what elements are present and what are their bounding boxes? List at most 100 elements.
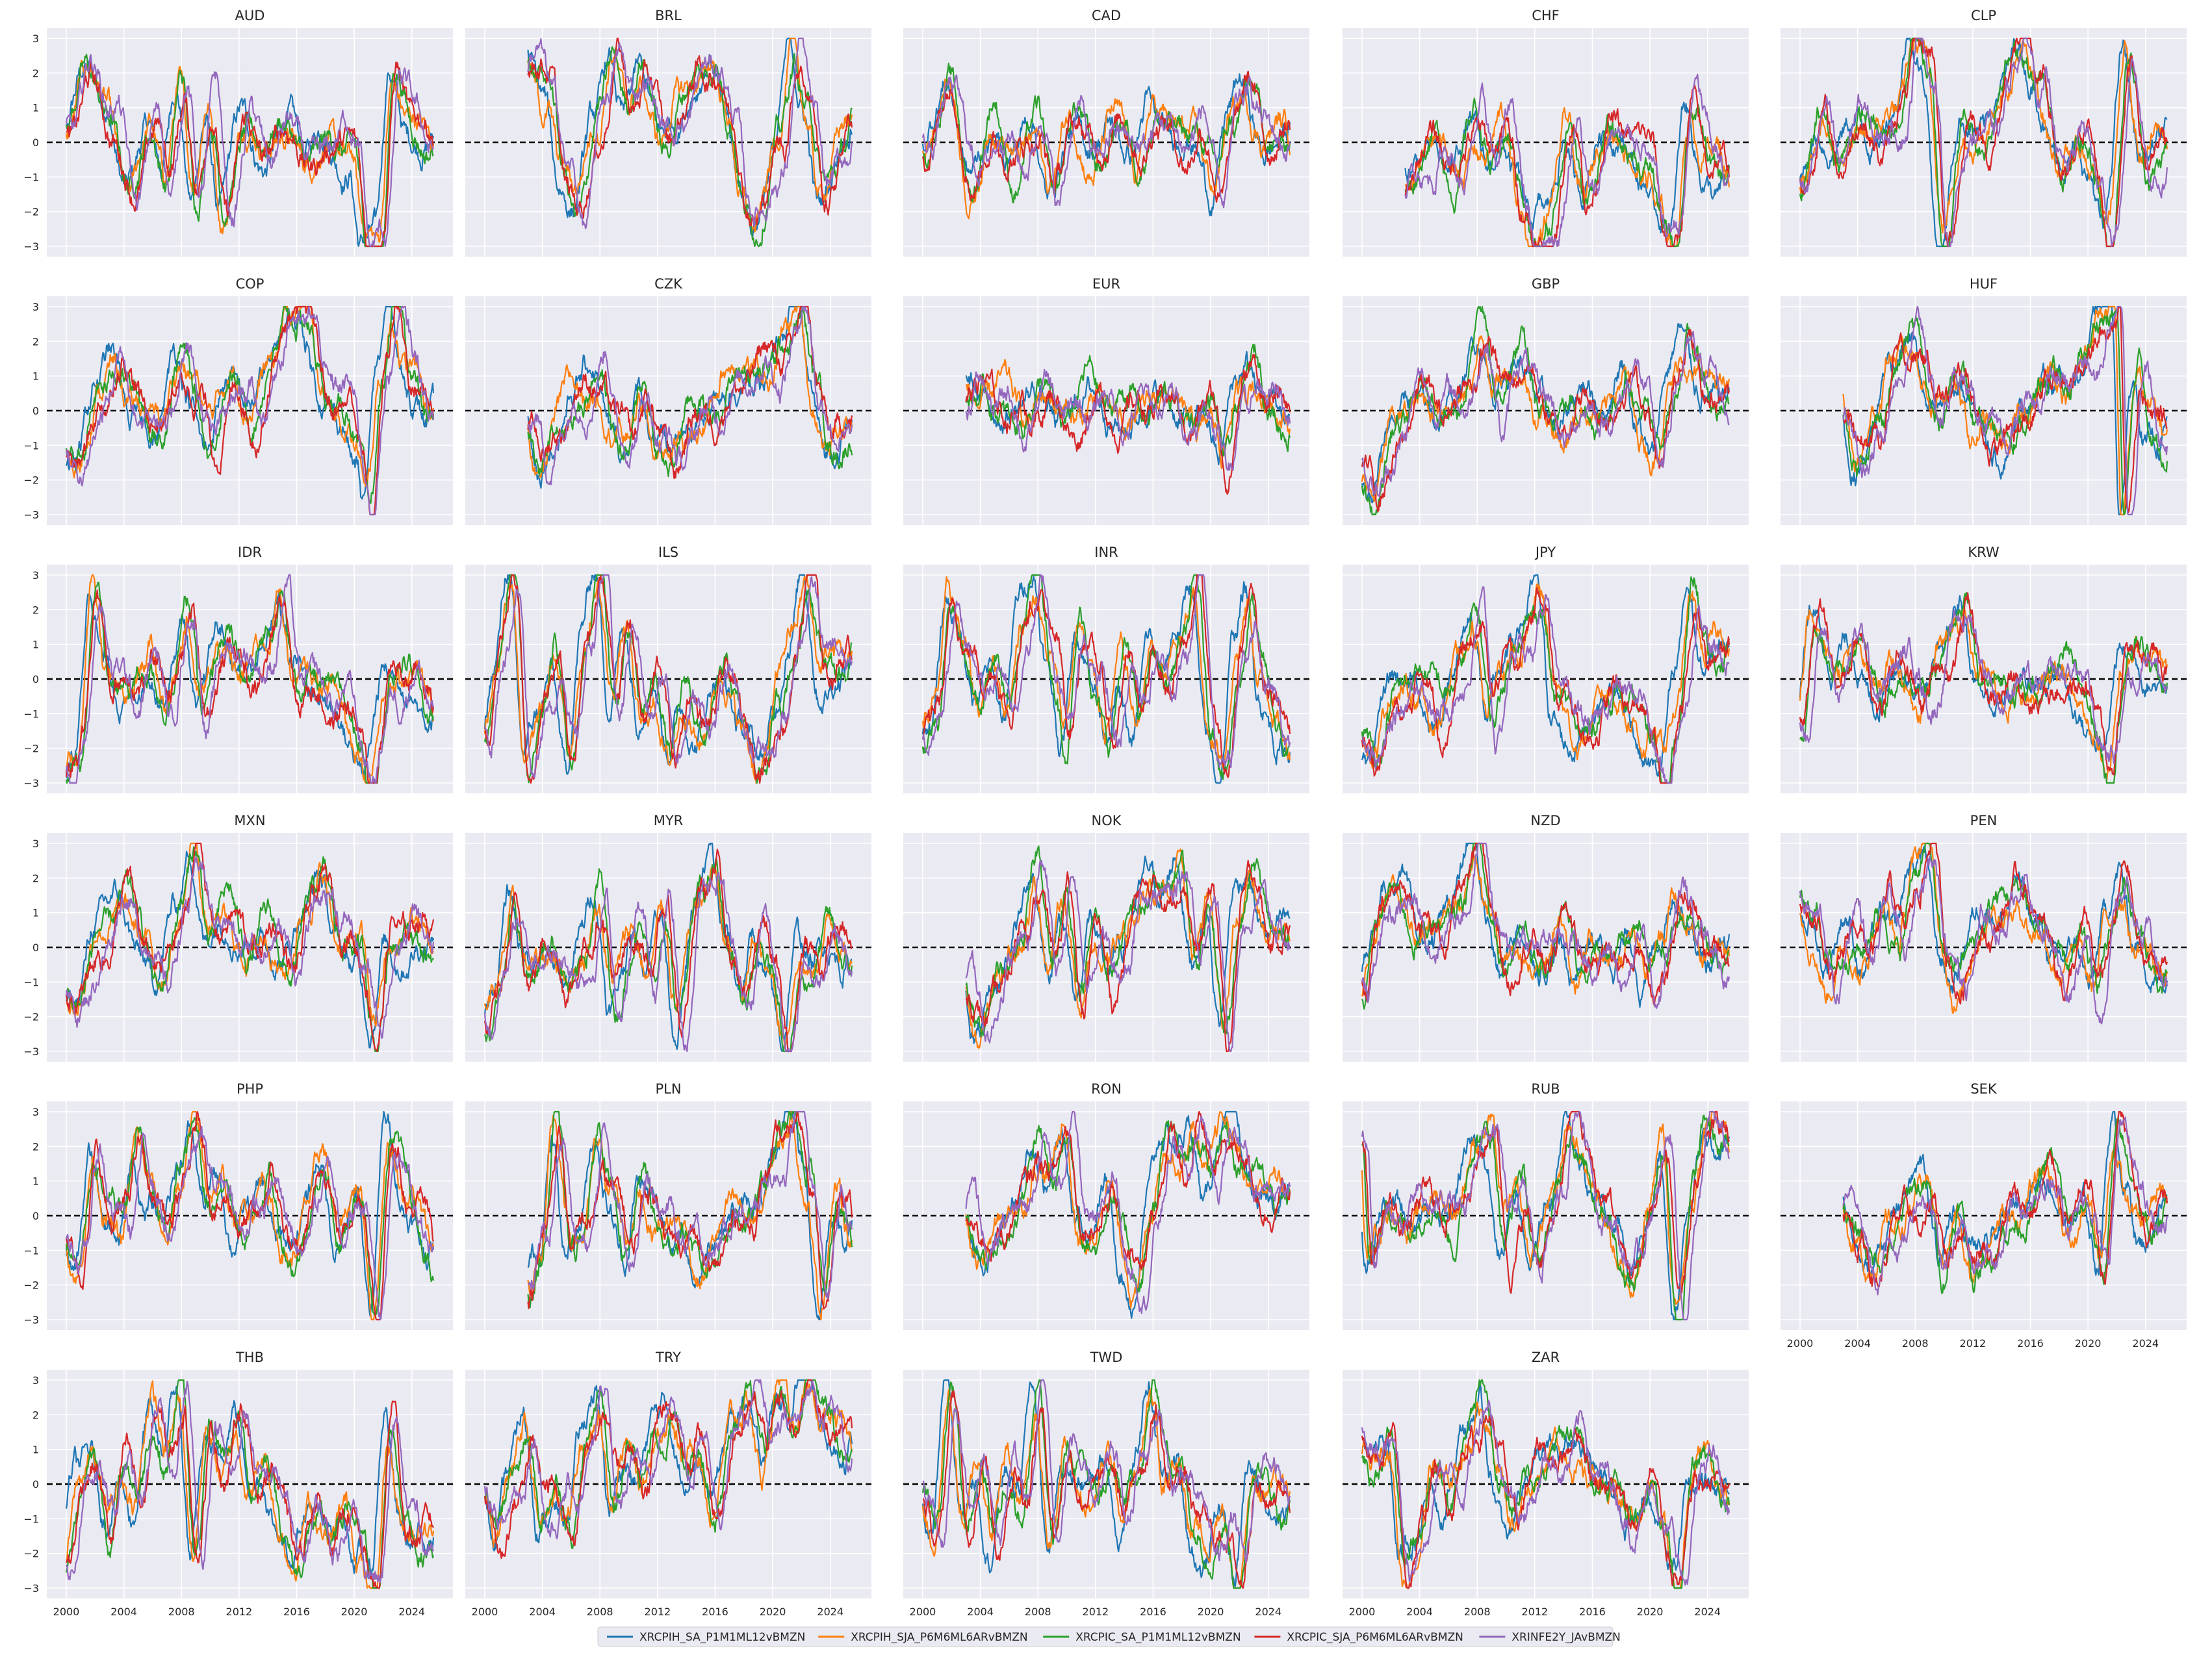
- series-line-xrcpic_sja_p6m6ml6arvbmzn: [965, 353, 1291, 495]
- series-line-xrcpih_sa_p1m1ml12vbmzn: [921, 1379, 1291, 1587]
- legend-label: XRCPIH_SA_P1M1ML12vBMZN: [639, 1631, 805, 1644]
- x-tick-label: 2012: [1522, 1606, 1549, 1618]
- series-line-xrinfe2y_javbmzn: [65, 856, 435, 1039]
- y-tick-label: −1: [23, 439, 39, 452]
- series-line-xrinfe2y_javbmzn: [65, 1380, 435, 1583]
- series-line-xrcpic_sja_p6m6ml6arvbmzn: [965, 860, 1291, 1053]
- panel-title: BRL: [655, 8, 682, 23]
- x-tick-label: 2016: [702, 1606, 728, 1618]
- panel-title: SEK: [1970, 1081, 1998, 1097]
- legend-box: [597, 1626, 1614, 1647]
- y-tick-label: 3: [32, 838, 39, 850]
- series-line-xrcpic_sa_p1m1ml12vbmzn: [1799, 842, 2168, 994]
- legend-label: XRCPIC_SA_P1M1ML12vBMZN: [1075, 1631, 1241, 1644]
- x-tick-label: 2004: [1844, 1337, 1871, 1350]
- series-line-xrcpih_sja_p6m6ml6arvbmzn: [1799, 842, 2168, 1014]
- series-line-xrcpih_sja_p6m6ml6arvbmzn: [965, 359, 1291, 469]
- x-tick-label: 2024: [817, 1606, 843, 1618]
- y-tick-label: 3: [32, 1374, 39, 1387]
- series-line-xrinfe2y_javbmzn: [1799, 609, 2168, 764]
- y-tick-label: 1: [32, 102, 39, 114]
- x-tick-label: 2008: [1025, 1606, 1051, 1618]
- series-line-xrcpic_sja_p6m6ml6arvbmzn: [1799, 842, 2168, 1005]
- series-line-xrinfe2y_javbmzn: [965, 368, 1291, 471]
- y-tick-label: −3: [23, 1314, 39, 1326]
- series-line-xrinfe2y_javbmzn: [1361, 1110, 1730, 1321]
- y-tick-label: 3: [32, 32, 39, 45]
- series-line-xrinfe2y_javbmzn: [65, 574, 435, 784]
- series-line-xrinfe2y_javbmzn: [65, 54, 435, 248]
- series-line-xrcpic_sa_p1m1ml12vbmzn: [921, 574, 1291, 780]
- y-tick-label: 0: [32, 1478, 39, 1491]
- panel-pln: PLN: [465, 1081, 871, 1330]
- panel-nzd: NZD: [1343, 813, 1749, 1062]
- y-tick-label: 2: [32, 1409, 39, 1421]
- panel-zar: ZAR 2000 2004 2008 2012 2016 2020 2024: [1343, 1350, 1749, 1618]
- panel-chf: CHF: [1343, 8, 1749, 257]
- panel-try: TRY 2000 2004 2008 2012 2016 2020 2024: [465, 1350, 871, 1618]
- panel-title: COP: [236, 276, 264, 292]
- panel-title: TRY: [655, 1350, 681, 1365]
- series-line-xrinfe2y_javbmzn: [1361, 842, 1730, 1009]
- x-tick-label: 2012: [645, 1606, 671, 1618]
- panel-ils: ILS: [465, 545, 871, 793]
- legend: XRCPIH_SA_P1M1ML12vBMZN XRCPIH_SJA_P6M6ML…: [597, 1626, 1621, 1647]
- x-tick-label: 2012: [1960, 1337, 1987, 1350]
- x-tick-label: 2008: [168, 1606, 195, 1618]
- y-tick-label: −3: [23, 1582, 39, 1595]
- panel-title: NOK: [1091, 813, 1122, 828]
- series-line-xrcpic_sa_p1m1ml12vbmzn: [527, 46, 853, 248]
- legend-label: XRCPIC_SJA_P6M6ML6ARvBMZN: [1287, 1631, 1463, 1644]
- x-tick-label: 2008: [1902, 1337, 1929, 1350]
- series-line-xrcpic_sja_p6m6ml6arvbmzn: [483, 1379, 853, 1559]
- panel-title: KRW: [1968, 545, 2000, 560]
- series-line-xrcpih_sja_p6m6ml6arvbmzn: [1361, 1110, 1730, 1305]
- x-tick-label: 2020: [1198, 1606, 1224, 1618]
- panel-title: PHP: [237, 1081, 263, 1097]
- x-tick-label: 2024: [398, 1606, 425, 1618]
- series-line-xrcpic_sja_p6m6ml6arvbmzn: [527, 305, 853, 480]
- panel-jpy: JPY: [1343, 545, 1749, 793]
- series-line-xrcpic_sja_p6m6ml6arvbmzn: [527, 37, 853, 227]
- y-tick-label: −1: [23, 1513, 39, 1525]
- series-line-xrinfe2y_javbmzn: [921, 74, 1291, 209]
- y-tick-label: −3: [23, 777, 39, 789]
- y-tick-label: −3: [23, 240, 39, 253]
- panel-title: CZK: [654, 276, 683, 292]
- series-line-xrcpih_sja_p6m6ml6arvbmzn: [1361, 1402, 1730, 1589]
- panel-title: ZAR: [1532, 1350, 1560, 1365]
- panel-krw: KRW: [1781, 545, 2187, 793]
- series-line-xrcpic_sja_p6m6ml6arvbmzn: [1361, 329, 1730, 512]
- y-tick-label: 1: [32, 907, 39, 919]
- x-tick-label: 2020: [341, 1606, 368, 1618]
- series-line-xrcpih_sa_p1m1ml12vbmzn: [1404, 101, 1730, 240]
- x-tick-label: 2020: [2075, 1337, 2102, 1350]
- series-line-xrinfe2y_javbmzn: [965, 860, 1291, 1053]
- series-line-xrinfe2y_javbmzn: [65, 305, 435, 516]
- y-tick-label: −2: [23, 1548, 39, 1560]
- panel-eur: EUR: [903, 276, 1309, 525]
- series-line-xrinfe2y_javbmzn: [965, 1110, 1291, 1314]
- panel-title: NZD: [1530, 813, 1560, 828]
- y-tick-label: 0: [32, 1210, 39, 1222]
- y-tick-label: −3: [23, 1045, 39, 1058]
- series-line-xrinfe2y_javbmzn: [483, 872, 853, 1053]
- series-line-xrcpih_sja_p6m6ml6arvbmzn: [1361, 335, 1730, 502]
- y-tick-label: −3: [23, 509, 39, 521]
- series-line-xrcpic_sja_p6m6ml6arvbmzn: [1799, 37, 2168, 248]
- series-line-xrcpih_sa_p1m1ml12vbmzn: [527, 37, 853, 239]
- panel-title: CLP: [1971, 8, 1996, 23]
- series-line-xrcpic_sa_p1m1ml12vbmzn: [1361, 1114, 1730, 1321]
- panel-title: AUD: [235, 8, 265, 23]
- x-tick-label: 2016: [2017, 1337, 2044, 1350]
- series-line-xrcpih_sja_p6m6ml6arvbmzn: [965, 848, 1291, 1049]
- x-tick-label: 2004: [967, 1606, 994, 1618]
- series-line-xrinfe2y_javbmzn: [1404, 73, 1730, 248]
- series-line-xrinfe2y_javbmzn: [483, 1379, 853, 1540]
- series-line-xrcpic_sa_p1m1ml12vbmzn: [1799, 592, 2168, 784]
- panel-title: GBP: [1532, 276, 1560, 292]
- series-line-xrinfe2y_javbmzn: [1361, 1400, 1730, 1586]
- y-tick-label: 2: [32, 67, 39, 79]
- x-tick-label: 2012: [226, 1606, 253, 1618]
